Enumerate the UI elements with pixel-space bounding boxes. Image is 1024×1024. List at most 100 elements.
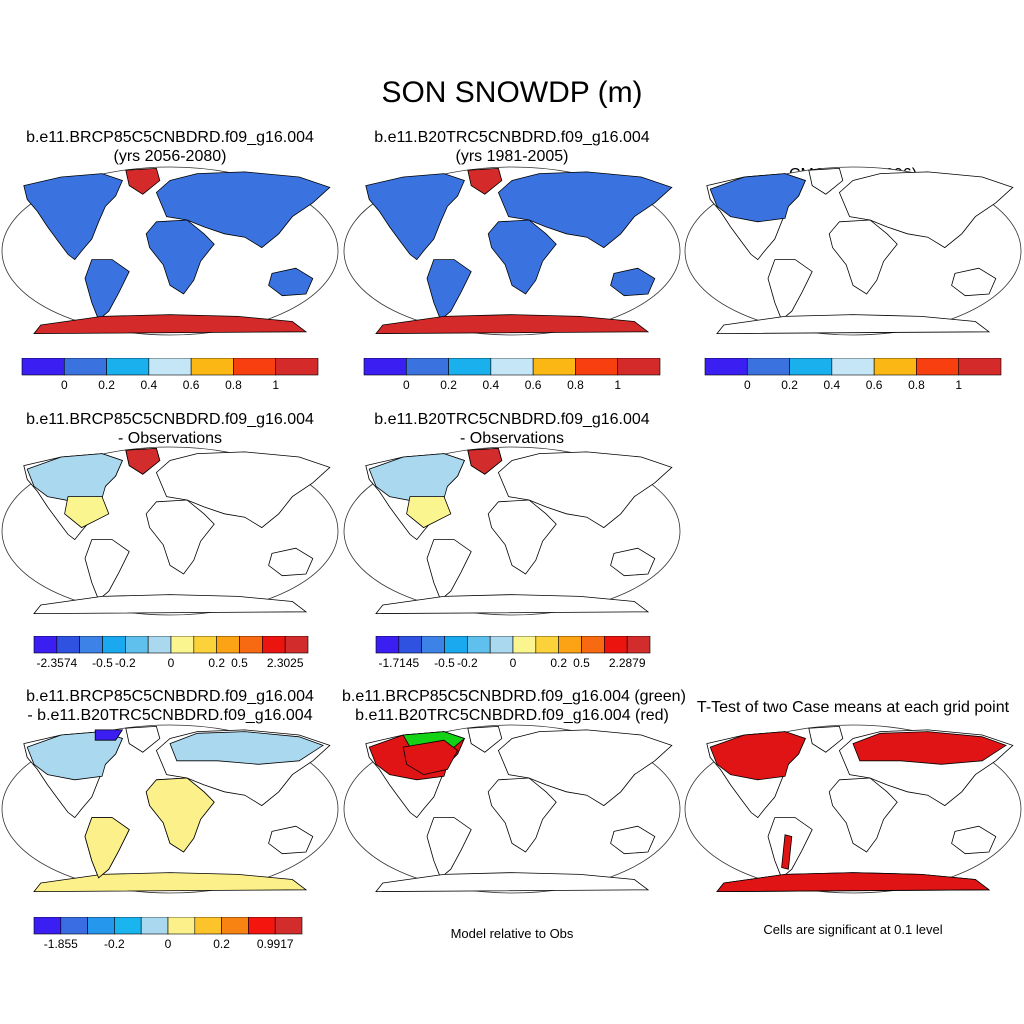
- colorbar-swatch: [63, 358, 107, 376]
- significant-region: [852, 731, 1007, 765]
- colorbar-swatch: [626, 636, 651, 654]
- panel-note: Model relative to Obs: [450, 926, 574, 941]
- colorbar: -1.7145 -0.5 -0.2 0 0.2 0.5 2.2879: [375, 636, 651, 670]
- significant-region: [781, 834, 793, 870]
- colorbar-swatch: [216, 636, 240, 654]
- colorbar-swatch: [958, 358, 1002, 376]
- colorbar-swatch: [916, 358, 960, 376]
- panel-title: b.e11.BRCP85C5CNBDRD.f09_g16.004 (yrs 205…: [0, 128, 340, 166]
- colorbar-tick-label: 0.2: [208, 656, 225, 670]
- continent-antarctica: [375, 872, 650, 893]
- continent-africa: [828, 777, 898, 853]
- panel-title-line: - Observations: [117, 430, 223, 447]
- continent-africa: [145, 499, 215, 575]
- colorbar-swatch: [239, 636, 263, 654]
- colorbar-tick-label: 0.2: [550, 656, 567, 670]
- panel-title-line: b.e11.BRCP85C5CNBDRD.f09_g16.004: [26, 688, 314, 705]
- colorbar-tick-label: 0.5: [231, 656, 248, 670]
- continent-australia: [951, 825, 997, 855]
- colorbar: 0 0.2 0.4 0.6 0.8 1: [363, 358, 661, 392]
- colorbar-tick-label: 0.2: [98, 378, 115, 392]
- colorbar-tick-label: 1: [614, 378, 621, 392]
- colorbar-swatch: [405, 358, 449, 376]
- colorbar-tick-label: 2.3025: [267, 656, 304, 670]
- colorbar-swatch: [114, 917, 142, 935]
- world-map: [1, 724, 339, 894]
- colorbar-swatch: [87, 917, 115, 935]
- colorbar: 0 0.2 0.4 0.6 0.8 1: [704, 358, 1002, 392]
- colorbar-swatch: [532, 358, 576, 376]
- snow-region: [368, 453, 465, 503]
- colorbar-swatch: [398, 636, 422, 654]
- panel-title-line: - b.e11.B20TRC5CNBDRD.f09_g16.004: [27, 707, 313, 724]
- colorbar-swatch: [60, 917, 88, 935]
- colorbar-tick-label: 0.6: [866, 378, 883, 392]
- panel-title-line: T-Test of two Case means at each grid po…: [696, 699, 1010, 716]
- continent-eurasia: [838, 171, 1014, 249]
- colorbar-tick-label: 0.2: [213, 937, 230, 951]
- colorbar-swatch: [489, 636, 514, 654]
- colorbar-swatch: [21, 358, 65, 376]
- colorbar-swatch: [421, 636, 445, 654]
- colorbar-swatch: [873, 358, 917, 376]
- panel-title-line: b.e11.B20TRC5CNBDRD.f09_g16.004 (red): [355, 707, 669, 724]
- continent-southAmerica: [767, 259, 813, 321]
- panel-title-line: b.e11.BRCP85C5CNBDRD.f09_g16.004 (green): [342, 688, 686, 705]
- colorbar-tick-label: -1.7145: [378, 656, 419, 670]
- panel-title: b.e11.BRCP85C5CNBDRD.f09_g16.004 (green)…: [342, 687, 686, 725]
- colorbar-tick-label: 1: [272, 378, 279, 392]
- world-map: [343, 724, 681, 894]
- continent-eurasia: [497, 729, 673, 807]
- colorbar-tick-label: 0.2: [781, 378, 798, 392]
- colorbar-swatch: [581, 636, 605, 654]
- colorbar-swatch: [575, 358, 619, 376]
- colorbar: -1.855 -0.2 0 0.2 0.9917: [33, 917, 303, 951]
- colorbar-swatch: [106, 358, 150, 376]
- panel-title-line: b.e11.BRCP85C5CNBDRD.f09_g16.004: [26, 411, 314, 428]
- continent-antarctica: [375, 314, 650, 335]
- continent-antarctica: [33, 872, 308, 893]
- world-map: [1, 446, 339, 616]
- colorbar-tick-label: -0.2: [115, 656, 136, 670]
- colorbar-swatch: [512, 636, 537, 654]
- colorbar-tick-label: 0.5: [573, 656, 590, 670]
- world-map: [684, 166, 1022, 336]
- colorbar-tick-label: 0.4: [483, 378, 500, 392]
- snow-region: [406, 496, 452, 529]
- colorbar-swatch: [375, 636, 400, 654]
- colorbar-swatch: [275, 358, 319, 376]
- snow-region: [26, 731, 123, 781]
- colorbar-swatch: [56, 636, 80, 654]
- continent-australia: [951, 267, 997, 297]
- colorbar: 0 0.2 0.4 0.6 0.8 1: [21, 358, 319, 392]
- colorbar-swatch: [262, 636, 286, 654]
- colorbar-tick-label: -0.2: [104, 937, 125, 951]
- colorbar-swatch: [33, 636, 58, 654]
- colorbar-tick-label: 2.2879: [609, 656, 646, 670]
- colorbar-swatch: [284, 636, 309, 654]
- panel-title-line: b.e11.B20TRC5CNBDRD.f09_g16.004: [374, 411, 650, 428]
- continent-greenland: [467, 725, 503, 753]
- colorbar-swatch: [190, 358, 234, 376]
- continent-australia: [610, 825, 656, 855]
- colorbar-tick-label: 1: [955, 378, 962, 392]
- continent-eurasia: [155, 171, 331, 249]
- panel-title-line: - Observations: [459, 430, 565, 447]
- colorbar-tick-label: 0.8: [225, 378, 242, 392]
- panel-title: T-Test of two Case means at each grid po…: [683, 698, 1023, 717]
- colorbar-swatch: [604, 636, 628, 654]
- continent-australia: [268, 267, 314, 297]
- colorbar-tick-label: 0.4: [141, 378, 158, 392]
- colorbar-tick-label: 0.6: [525, 378, 542, 392]
- colorbar-tick-label: -0.5: [92, 656, 113, 670]
- continent-africa: [828, 219, 898, 295]
- continent-greenland: [808, 167, 844, 195]
- colorbar-swatch: [233, 358, 277, 376]
- red-region: [402, 739, 459, 776]
- snow-region: [467, 447, 503, 475]
- continent-southAmerica: [84, 539, 130, 601]
- world-map: [343, 446, 681, 616]
- panel-title: b.e11.B20TRC5CNBDRD.f09_g16.004 - Observa…: [342, 410, 682, 448]
- continent-southAmerica: [426, 259, 472, 321]
- continent-africa: [145, 219, 215, 295]
